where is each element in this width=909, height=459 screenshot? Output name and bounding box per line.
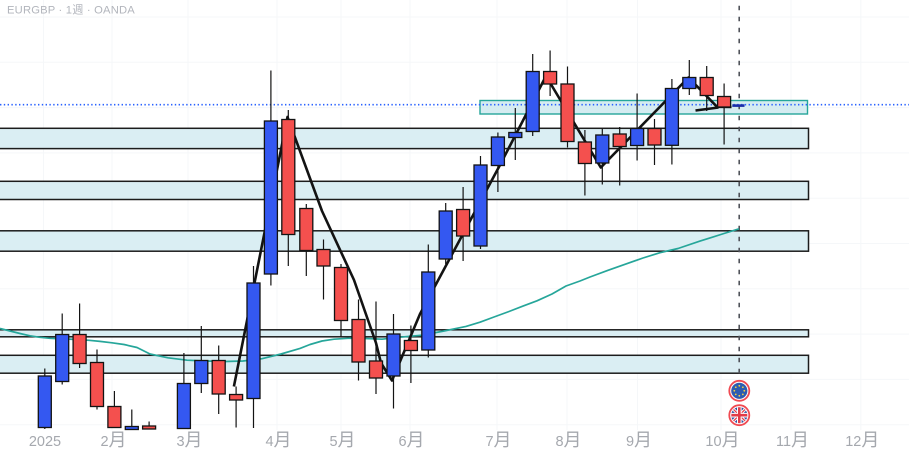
svg-text:5月: 5月 (329, 430, 355, 450)
svg-text:6月: 6月 (398, 430, 424, 450)
svg-text:8月: 8月 (555, 430, 581, 450)
svg-text:2025: 2025 (29, 434, 61, 450)
svg-text:10月: 10月 (705, 430, 739, 450)
svg-text:4月: 4月 (265, 430, 291, 450)
svg-text:3月: 3月 (176, 430, 202, 450)
svg-text:2月: 2月 (100, 430, 126, 450)
svg-text:9月: 9月 (626, 430, 652, 450)
svg-text:7月: 7月 (485, 430, 511, 450)
svg-text:12月: 12月 (845, 430, 879, 450)
svg-text:EURGBP · 1週 · OANDA: EURGBP · 1週 · OANDA (7, 4, 135, 17)
svg-text:11月: 11月 (776, 430, 809, 450)
